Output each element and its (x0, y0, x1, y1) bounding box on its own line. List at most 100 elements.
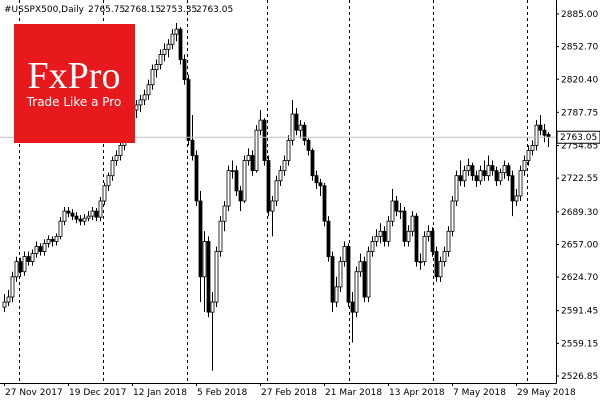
candle-body (222, 205, 227, 222)
candle-body (390, 200, 395, 222)
candle-body (246, 155, 251, 161)
candle-body (454, 175, 459, 202)
candle-body (162, 48, 167, 55)
candle-body (286, 139, 291, 161)
candle-body (470, 165, 475, 177)
period-separators (19, 0, 528, 383)
header-open: 2765.75 (88, 5, 125, 15)
candle-body (106, 175, 111, 187)
candle-body (394, 200, 399, 212)
candle-body (118, 144, 123, 156)
candle-body (218, 220, 223, 252)
candle-body (254, 129, 259, 172)
candle-body (166, 43, 171, 50)
candle-body (518, 170, 523, 197)
candle-body (86, 215, 91, 219)
candle-body (466, 165, 471, 172)
candle-body (490, 165, 495, 172)
logo: FxPro Trade Like a Pro (14, 24, 135, 143)
candle-body (362, 261, 367, 298)
candle-body (70, 212, 75, 217)
candle-body (502, 165, 507, 174)
x-tick-label: 12 Jan 2018 (133, 388, 187, 398)
candle-body (498, 172, 503, 182)
candle-body (534, 124, 539, 146)
candle-body (426, 230, 431, 237)
candle-body (22, 256, 27, 273)
x-tick-label: 27 Nov 2017 (5, 388, 63, 398)
candle-body (310, 150, 315, 177)
candle-body (414, 215, 419, 263)
candle-body (338, 261, 343, 288)
candle-body (298, 124, 303, 131)
candle-body (82, 217, 87, 222)
candle-body (526, 150, 531, 161)
candle-body (474, 175, 479, 182)
candle-body (182, 59, 187, 81)
y-tick-label: 2754.85 (561, 142, 598, 152)
candle-body (358, 261, 363, 273)
candle-body (530, 144, 535, 151)
candle-body (326, 220, 331, 257)
candle-body (242, 160, 247, 202)
candle-body (382, 230, 387, 242)
candle-body (306, 139, 311, 151)
candle-body (318, 182, 323, 187)
candle-body (482, 170, 487, 177)
candle-body (506, 165, 511, 177)
y-tick-label: 2722.55 (561, 174, 598, 184)
candle-body (278, 170, 283, 182)
candle-body (190, 139, 195, 156)
candle-body (234, 170, 239, 192)
candle-body (418, 261, 423, 263)
candle-body (514, 195, 519, 202)
candle-body (114, 155, 119, 161)
x-tick-label: 7 May 2018 (453, 388, 506, 398)
candle-body (522, 160, 527, 172)
candle-body (238, 190, 243, 202)
candle-body (102, 185, 107, 202)
candle-body (374, 235, 379, 242)
x-tick-label: 21 Mar 2018 (325, 388, 382, 398)
candle-body (226, 170, 231, 207)
y-tick-label: 2787.75 (561, 108, 598, 118)
current-price-box (556, 130, 600, 144)
header-high: 2768.15 (124, 5, 161, 15)
candle-body (510, 175, 515, 202)
y-tick-label: 2526.85 (561, 372, 598, 382)
candle-body (274, 180, 279, 202)
candle-body (314, 175, 319, 184)
header-close: 2763.05 (196, 5, 233, 15)
y-tick-label: 2885.00 (561, 10, 598, 20)
candle-body (142, 94, 147, 101)
y-tick-label: 2591.45 (561, 307, 598, 317)
candle-body (438, 261, 443, 278)
y-tick-label: 2624.70 (561, 273, 598, 283)
candle-body (94, 210, 99, 218)
candle-body (290, 113, 295, 141)
candle-body (186, 79, 191, 141)
candle-body (54, 235, 59, 242)
y-tick-label: 2689.30 (561, 208, 598, 218)
candle-body (6, 296, 11, 303)
candle-body (50, 238, 55, 242)
candle-body (58, 220, 63, 237)
candle-body (386, 220, 391, 242)
candle-body (198, 200, 203, 278)
candle-body (398, 210, 403, 213)
candle-body (230, 170, 235, 172)
candle-body (30, 253, 35, 263)
candle-body (214, 251, 219, 303)
candle-body (402, 210, 407, 242)
candle-body (194, 155, 199, 202)
candle-body (410, 215, 415, 232)
candle-body (266, 160, 271, 212)
candle-body (302, 124, 307, 141)
candle-body (62, 210, 67, 222)
logo-tagline: Trade Like a Pro (26, 95, 122, 109)
x-tick-label: 13 Apr 2018 (389, 388, 445, 398)
candle-body (370, 241, 375, 252)
candle-body (78, 218, 83, 222)
candle-body (42, 243, 47, 252)
